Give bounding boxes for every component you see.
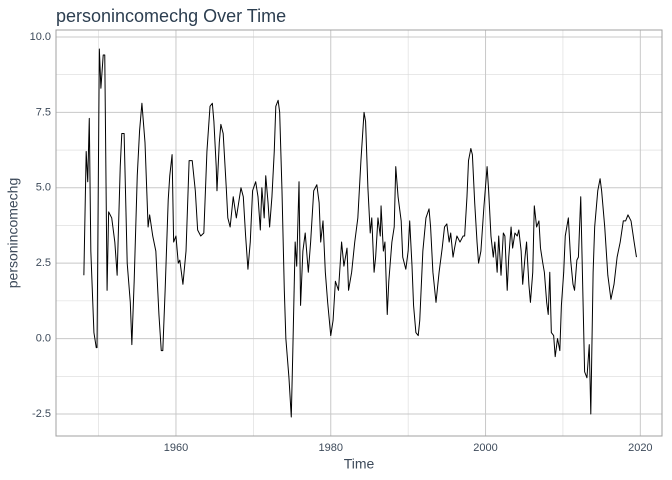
x-tick-label: 1980	[319, 442, 343, 454]
y-tick-label: 7.5	[36, 106, 51, 118]
x-tick-label: 1960	[164, 442, 188, 454]
y-axis-title: personincomechg	[5, 178, 21, 289]
y-tick-label: -2.5	[32, 408, 51, 420]
x-tick-label: 2020	[628, 442, 652, 454]
data-line	[83, 48, 637, 418]
x-axis-title: Time	[344, 456, 375, 472]
x-tick-label: 2000	[473, 442, 497, 454]
y-tick-label: 10.0	[30, 31, 51, 43]
y-tick-label: 2.5	[36, 257, 51, 269]
y-tick-label: 5.0	[36, 182, 51, 194]
y-tick-label: 0.0	[36, 332, 51, 344]
panel-border	[55, 29, 663, 437]
chart-title: personincomechg Over Time	[56, 6, 286, 26]
